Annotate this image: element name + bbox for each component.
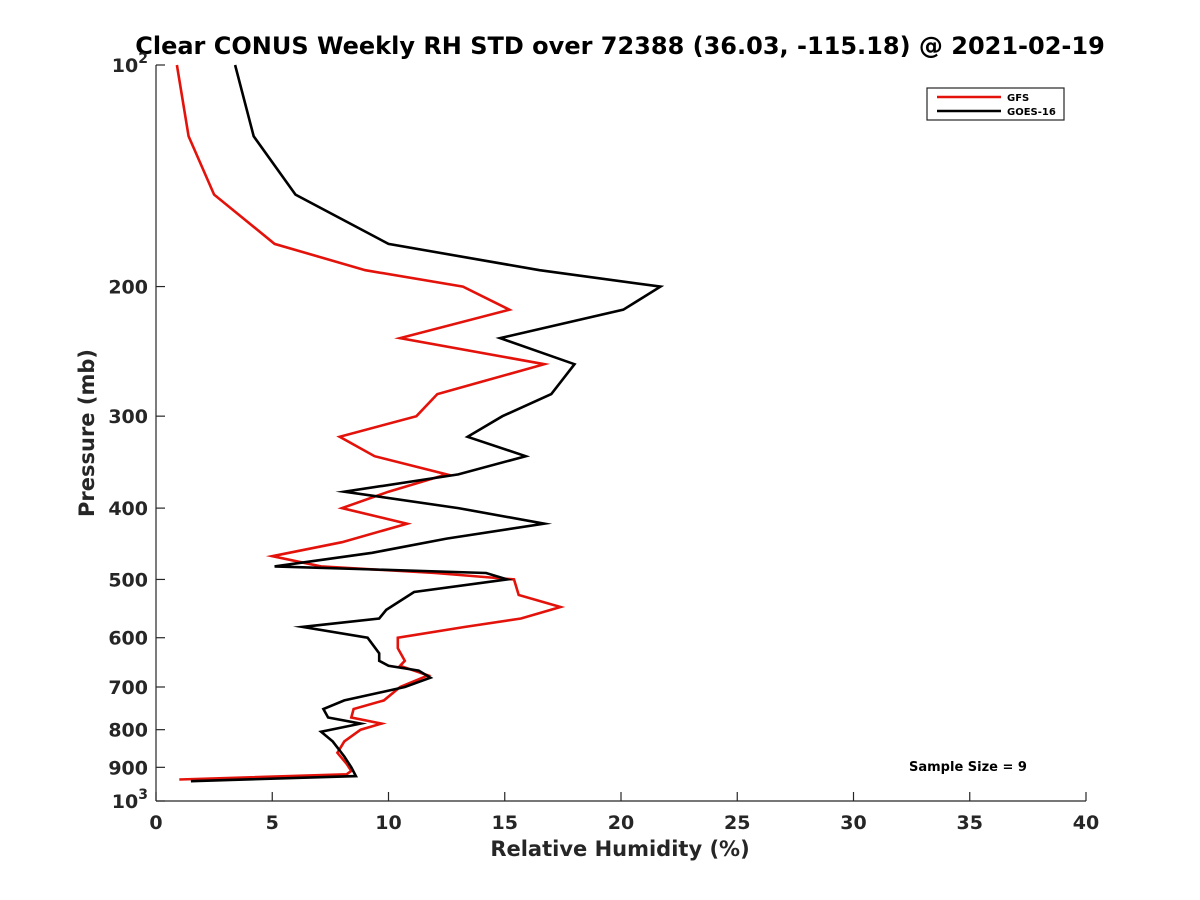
x-tick-label: 20 [608, 812, 634, 834]
y-tick-label: 600 [108, 628, 148, 650]
series-line-gfs [175, 64, 566, 781]
y-tick-label: 200 [108, 277, 148, 299]
x-tick-label: 10 [375, 812, 401, 834]
x-tick-label: 0 [149, 812, 162, 834]
sample-size-annotation: Sample Size = 9 [909, 760, 1027, 775]
chart-title: Clear CONUS Weekly RH STD over 72388 (36… [135, 32, 1105, 60]
x-tick-label: 30 [840, 812, 866, 834]
y-axis-ticks: 102 200 300 400 500 600 700 800 900 103 [108, 51, 165, 813]
legend: GFS GOES-16 [926, 87, 1065, 121]
legend-box [926, 87, 1065, 121]
x-axis-label: Relative Humidity (%) [490, 837, 749, 861]
series-line-goes-16 [190, 64, 665, 783]
series-layer [175, 64, 665, 783]
y-tick-label: 300 [108, 406, 148, 428]
x-tick-label: 15 [492, 812, 518, 834]
y-tick-label: 102 [112, 51, 148, 77]
y-tick-label: 800 [108, 720, 148, 742]
x-tick-label: 40 [1073, 812, 1099, 834]
y-tick-label: 700 [108, 677, 148, 699]
plot-area [155, 65, 1086, 802]
legend-entry: GFS [1007, 93, 1029, 104]
legend-entry: GOES-16 [1007, 107, 1056, 118]
y-tick-label: 900 [108, 757, 148, 779]
x-tick-label: 5 [266, 812, 279, 834]
y-axis-label: Pressure (mb) [75, 349, 99, 517]
x-tick-label: 35 [957, 812, 983, 834]
y-tick-label: 500 [108, 569, 148, 591]
x-tick-label: 25 [724, 812, 750, 834]
y-tick-label: 103 [112, 787, 148, 813]
x-axis-ticks: 0 5 10 15 20 25 30 35 40 [149, 792, 1099, 834]
y-tick-label: 400 [108, 498, 148, 520]
